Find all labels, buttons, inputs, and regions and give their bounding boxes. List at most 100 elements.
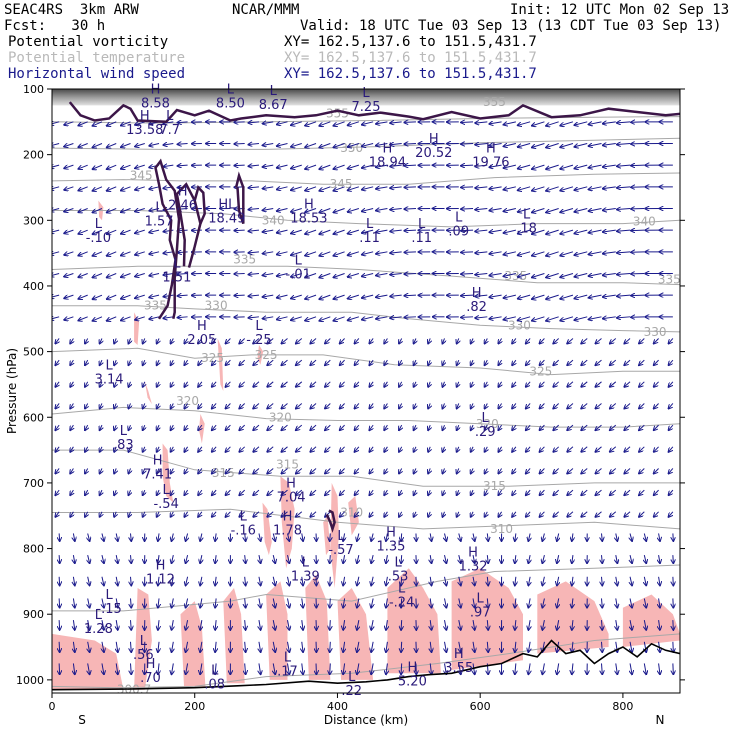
wind-vector-341 bbox=[518, 273, 531, 276]
wind-vector-369 bbox=[291, 294, 302, 298]
wind-vector-486 bbox=[85, 359, 88, 365]
wind-vector-900 bbox=[343, 555, 344, 563]
pv-extremum-value-29: 1.12 bbox=[146, 573, 175, 588]
wind-vector-1053 bbox=[644, 620, 646, 630]
wind-vector-747 bbox=[669, 468, 674, 473]
wind-vector-167 bbox=[546, 186, 559, 191]
wind-vector-940 bbox=[288, 576, 290, 586]
y-tick-label-800: 800 bbox=[23, 543, 44, 556]
pv-extremum-value-44: 8.50 bbox=[216, 97, 245, 112]
wind-vector-312 bbox=[107, 273, 117, 277]
wind-vector-38 bbox=[589, 122, 602, 125]
wind-vector-509 bbox=[414, 359, 416, 365]
wind-vector-528 bbox=[55, 381, 59, 387]
wind-vector-504 bbox=[340, 359, 345, 365]
pv-contour-3 bbox=[193, 185, 206, 225]
wind-vector-106 bbox=[305, 164, 317, 169]
wind-vector-663 bbox=[100, 446, 102, 452]
wind-vector-1109 bbox=[186, 663, 188, 674]
wind-vector-1010 bbox=[659, 598, 660, 607]
wind-vector-773 bbox=[414, 489, 416, 495]
wind-vector-198 bbox=[362, 208, 374, 211]
wind-vector-436 bbox=[617, 317, 631, 318]
wind-vector-569 bbox=[639, 381, 645, 387]
wind-vector-1069 bbox=[245, 641, 246, 652]
wind-vector-40 bbox=[617, 122, 631, 123]
wind-vector-984 bbox=[288, 598, 290, 607]
wind-vector-1141 bbox=[644, 663, 646, 674]
wind-vector-919 bbox=[616, 555, 618, 563]
field-name-wind: Horizontal wind speed bbox=[8, 66, 186, 82]
wind-vector-580 bbox=[171, 403, 174, 408]
wind-vector-666 bbox=[143, 446, 145, 452]
wind-vector-540 bbox=[226, 381, 231, 387]
wind-vector-587 bbox=[267, 403, 274, 408]
wind-vector-1094 bbox=[602, 641, 603, 652]
wind-vector-913 bbox=[528, 555, 530, 563]
wind-vector-75 bbox=[489, 143, 502, 145]
pv-extremum-kind-34: L bbox=[105, 588, 113, 603]
wind-vector-16 bbox=[277, 122, 288, 125]
theta-isoline-310 bbox=[52, 508, 680, 530]
wind-vector-466 bbox=[428, 338, 430, 343]
wind-vector-353 bbox=[64, 295, 74, 298]
wind-vector-451 bbox=[212, 338, 217, 343]
wind-vector-127 bbox=[603, 165, 616, 167]
wind-vector-791 bbox=[669, 489, 674, 495]
wind-vector-258 bbox=[589, 230, 602, 233]
wind-vector-1088 bbox=[515, 641, 516, 652]
wind-vector-860 bbox=[401, 533, 402, 540]
wind-vector-918 bbox=[602, 555, 603, 563]
wind-vector-709 bbox=[129, 468, 131, 473]
wind-vector-597 bbox=[414, 403, 416, 408]
wind-vector-1067 bbox=[215, 641, 216, 652]
model-title: SEAC4RS 3km ARW bbox=[4, 2, 139, 18]
y-axis-label: Pressure (hPa) bbox=[5, 348, 19, 434]
wind-vector-448 bbox=[171, 338, 174, 343]
wind-vector-1017 bbox=[131, 620, 132, 630]
wind-vector-120 bbox=[504, 165, 516, 168]
wind-vector-84 bbox=[617, 143, 631, 144]
wind-vector-529 bbox=[70, 381, 73, 387]
wind-vector-1020 bbox=[172, 620, 174, 630]
wind-vector-637 bbox=[355, 424, 360, 430]
pv-extremum-kind-18: L bbox=[105, 358, 113, 373]
wind-vector-108 bbox=[334, 164, 345, 169]
wind-vector-611 bbox=[610, 403, 617, 408]
theta-label-325-2: 325 bbox=[529, 364, 552, 378]
wind-vector-1107 bbox=[158, 663, 159, 674]
wind-vector-69 bbox=[404, 143, 416, 144]
wind-vector-415 bbox=[319, 316, 331, 321]
wind-vector-754 bbox=[143, 489, 145, 495]
wind-vector-623 bbox=[157, 424, 159, 430]
wind-vector-241 bbox=[348, 229, 360, 233]
pv-extremum-kind-3: HL bbox=[218, 197, 236, 212]
wind-vector-689 bbox=[471, 446, 473, 452]
wind-vector-1000 bbox=[515, 598, 516, 607]
wind-vector-1126 bbox=[430, 663, 431, 674]
wind-vector-473 bbox=[526, 338, 531, 343]
wind-vector-446 bbox=[143, 338, 145, 343]
pv-extremum-value-38: .08 bbox=[204, 678, 225, 693]
wind-vector-245 bbox=[404, 230, 416, 231]
shaded-region-18 bbox=[337, 588, 374, 680]
pv-extremum-kind-12: H bbox=[383, 142, 393, 157]
wind-vector-895 bbox=[273, 555, 275, 563]
wind-vector-952 bbox=[459, 576, 461, 586]
wind-vector-537 bbox=[184, 381, 187, 387]
wind-vector-877 bbox=[644, 533, 646, 540]
wind-vector-117 bbox=[461, 165, 474, 166]
wind-vector-703 bbox=[669, 446, 674, 452]
wind-vector-856 bbox=[343, 533, 344, 540]
wind-vector-162 bbox=[475, 187, 488, 188]
field-xy-theta: XY= 162.5,137.6 to 151.5,431.7 bbox=[284, 50, 537, 66]
wind-vector-193 bbox=[291, 208, 302, 211]
wind-vector-254 bbox=[532, 229, 545, 234]
wind-vector-979 bbox=[215, 598, 216, 607]
pv-extremum-kind-11: L bbox=[523, 207, 531, 222]
wind-vector-878 bbox=[659, 533, 660, 540]
wind-vector-212 bbox=[560, 208, 574, 212]
wind-vector-418 bbox=[362, 317, 374, 320]
wind-vector-765 bbox=[296, 489, 303, 495]
wind-vector-760 bbox=[226, 489, 231, 495]
